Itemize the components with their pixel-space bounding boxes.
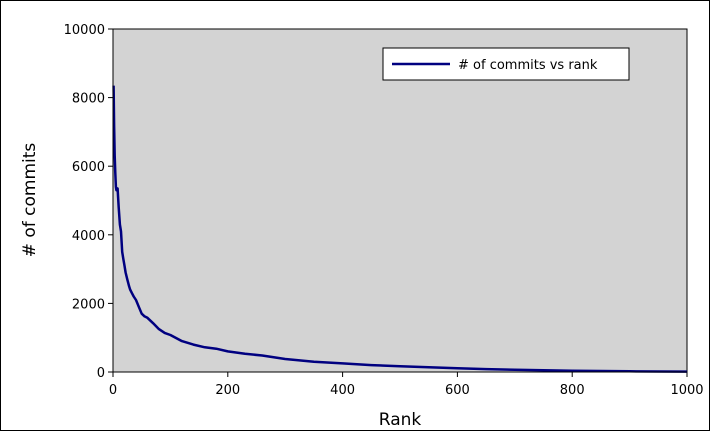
series-line <box>112 85 688 373</box>
y-tick-label: 0 <box>97 366 105 381</box>
x-tick-label: 0 <box>109 383 117 398</box>
legend-label: # of commits vs rank <box>458 58 598 73</box>
y-tick-label: 10000 <box>64 23 105 38</box>
x-tick-label: 600 <box>445 383 470 398</box>
x-axis-ticks: 0 200 400 600 800 1000 <box>109 372 704 398</box>
y-tick-label: 4000 <box>72 229 105 244</box>
x-tick-label: 800 <box>560 383 585 398</box>
x-tick-label: 400 <box>330 383 355 398</box>
y-tick-label: 2000 <box>72 297 105 312</box>
legend-box <box>382 47 630 81</box>
y-tick-label: 8000 <box>72 92 105 107</box>
x-tick-label: 1000 <box>670 383 703 398</box>
x-tick-label: 200 <box>215 383 240 398</box>
plot-area <box>112 28 688 373</box>
y-tick-label: 6000 <box>72 160 105 175</box>
x-axis-title: Rank <box>379 410 422 430</box>
series-layer <box>112 85 688 373</box>
y-axis-ticks: 0 2000 4000 6000 8000 10000 <box>64 23 113 381</box>
legend: # of commits vs rank <box>382 47 630 81</box>
y-axis-title: # of commits <box>20 143 40 258</box>
